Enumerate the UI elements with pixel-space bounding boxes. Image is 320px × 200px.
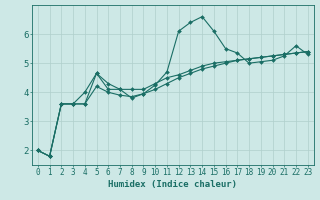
X-axis label: Humidex (Indice chaleur): Humidex (Indice chaleur) [108, 180, 237, 189]
